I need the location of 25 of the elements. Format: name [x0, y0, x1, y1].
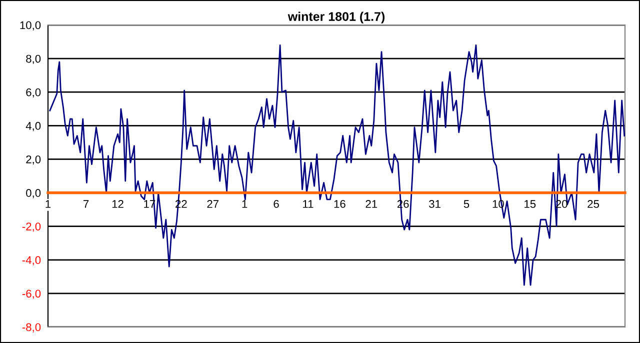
x-tick-label: 21 [366, 200, 378, 208]
y-tick-label: 4,0 [26, 122, 41, 132]
chart-title: winter 1801 (1.7) [288, 12, 385, 24]
x-tick-label: 16 [334, 200, 346, 208]
x-tick-label: 25 [588, 200, 600, 208]
y-tick-label: -2,0 [22, 222, 41, 232]
y-tick-label: -8,0 [22, 323, 41, 332]
x-tick-label: 31 [429, 200, 440, 208]
x-tick-label: 12 [112, 200, 124, 208]
y-tick-label: 10,0 [20, 21, 41, 30]
x-tick-label: 11 [303, 200, 314, 208]
y-tick-label: -4,0 [22, 256, 41, 266]
x-tick-label: 27 [207, 200, 218, 208]
y-tick-label: 2,0 [26, 155, 41, 165]
x-tick-label: 1 [242, 200, 248, 208]
x-tick-label: 1 [46, 200, 51, 208]
y-tick-label: 8,0 [26, 54, 41, 64]
x-tick-label: 6 [274, 200, 279, 208]
line-series [49, 44, 625, 286]
y-tick-label: 6,0 [26, 88, 41, 98]
x-tick-label: 15 [524, 200, 536, 208]
x-tick-label: 5 [464, 200, 470, 208]
y-tick-label: -6,0 [22, 290, 41, 299]
y-tick-label: 0,0 [26, 189, 41, 198]
x-tick-label: 7 [84, 200, 89, 208]
